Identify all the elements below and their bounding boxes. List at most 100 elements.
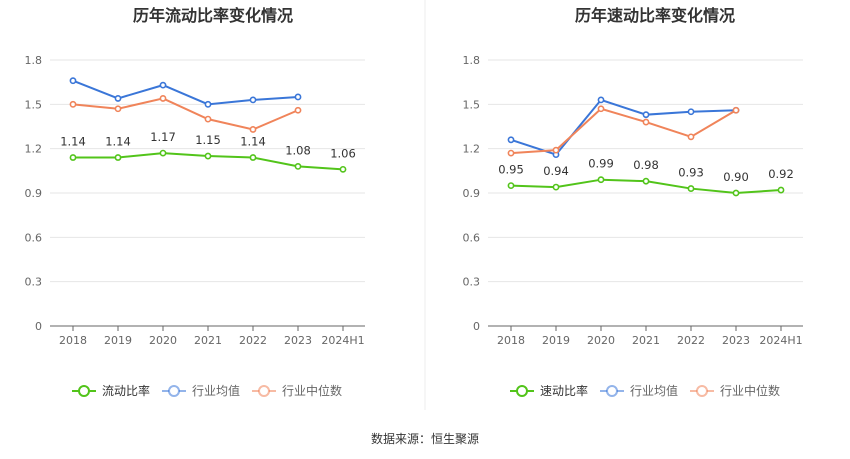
data-label: 1.08 xyxy=(285,143,311,157)
x-tick-label: 2023 xyxy=(284,334,312,347)
legend-item: 速动比率 xyxy=(510,383,588,398)
legend-marker xyxy=(516,385,528,397)
x-tick-label: 2024H1 xyxy=(321,334,364,347)
legend-marker xyxy=(606,385,618,397)
series-line-industry_median xyxy=(510,107,737,155)
data-label: 0.90 xyxy=(723,170,749,184)
data-point xyxy=(69,77,77,85)
data-point xyxy=(249,126,257,133)
x-tick-label: 2018 xyxy=(497,334,525,347)
data-point xyxy=(159,149,167,157)
data-label: 0.93 xyxy=(678,166,704,180)
data-point xyxy=(777,186,785,194)
y-tick-label: 0.6 xyxy=(25,231,43,244)
data-point xyxy=(114,154,122,161)
x-tick-label: 2022 xyxy=(677,334,705,347)
data-point xyxy=(159,81,167,89)
y-tick-label: 1.2 xyxy=(25,143,43,156)
data-label: 0.94 xyxy=(543,164,569,178)
data-point xyxy=(114,95,122,102)
current-ratio-chart: 历年流动比率变化情况 0 0.3 0.6 0.9 1.2 1.5 1.8 2018 2019 202… xyxy=(25,6,365,398)
x-tick-label: 2019 xyxy=(104,334,132,347)
data-point xyxy=(249,96,257,104)
data-point xyxy=(294,106,302,114)
data-point xyxy=(597,96,605,104)
data-label: 1.06 xyxy=(330,146,356,160)
data-point xyxy=(507,149,515,157)
x-tick-label: 2022 xyxy=(239,334,267,347)
y-tick-label: 1.2 xyxy=(463,143,481,156)
data-point xyxy=(159,95,167,102)
x-tick-label: 2020 xyxy=(587,334,615,347)
x-tick-label: 2018 xyxy=(59,334,87,347)
data-point xyxy=(552,183,560,191)
legend-label: 行业均值 xyxy=(192,383,240,398)
legend-label: 行业均值 xyxy=(630,383,678,398)
data-label: 1.14 xyxy=(105,135,131,149)
data-point xyxy=(687,185,695,192)
legend-label: 行业中位数 xyxy=(720,383,780,398)
legend-label: 行业中位数 xyxy=(282,383,342,398)
data-point xyxy=(642,177,650,185)
data-point xyxy=(687,133,695,141)
y-tick-label: 1.8 xyxy=(25,54,43,67)
y-tick-label: 0.6 xyxy=(463,231,481,244)
y-tick-label: 1.8 xyxy=(463,54,481,67)
y-tick-label: 0 xyxy=(35,320,42,333)
y-tick-label: 0.9 xyxy=(25,187,43,200)
x-tick-label: 2020 xyxy=(149,334,177,347)
data-point xyxy=(597,176,605,184)
data-label: 0.99 xyxy=(588,157,614,171)
x-tick-label: 2024H1 xyxy=(759,334,802,347)
data-label: 1.14 xyxy=(60,135,86,149)
legend-item: 行业均值 xyxy=(600,383,678,398)
y-tick-label: 0.3 xyxy=(463,276,481,289)
data-point xyxy=(732,106,740,114)
legend-marker xyxy=(258,385,270,397)
series-line-industry_median xyxy=(72,97,299,131)
data-label: 0.98 xyxy=(633,158,659,172)
data-point xyxy=(294,162,302,170)
legend-item: 行业中位数 xyxy=(690,383,780,398)
data-point xyxy=(114,105,122,113)
data-label: 1.15 xyxy=(195,133,221,147)
data-point xyxy=(642,118,650,126)
y-tick-label: 0.9 xyxy=(463,187,481,200)
data-point xyxy=(69,100,77,108)
legend-marker xyxy=(696,385,708,397)
data-label: 1.14 xyxy=(240,135,266,149)
y-tick-label: 1.5 xyxy=(463,98,481,111)
data-point xyxy=(687,108,695,116)
data-point xyxy=(507,136,515,144)
quick-ratio-chart: 历年速动比率变化情况 0 0.3 0.6 0.9 1.2 1.5 1.8 2018 2019 202… xyxy=(463,6,803,398)
legend-label: 流动比率 xyxy=(102,383,150,398)
legend-item: 行业中位数 xyxy=(252,383,342,398)
data-source: 数据来源：恒生聚源 xyxy=(371,431,479,446)
x-tick-label: 2021 xyxy=(632,334,660,347)
legend-label: 速动比率 xyxy=(540,383,588,398)
data-point xyxy=(597,105,605,113)
chart-title: 历年速动比率变化情况 xyxy=(575,6,735,25)
data-point xyxy=(69,154,77,161)
data-point xyxy=(507,182,515,190)
data-point xyxy=(204,100,212,108)
series-line-industry_avg xyxy=(510,98,737,156)
y-tick-label: 1.5 xyxy=(25,98,43,111)
data-point xyxy=(339,165,347,173)
data-point xyxy=(249,154,257,161)
data-point xyxy=(642,111,650,119)
data-label: 0.92 xyxy=(768,167,794,181)
y-tick-label: 0.3 xyxy=(25,276,43,289)
data-label: 1.17 xyxy=(150,130,176,144)
legend-item: 流动比率 xyxy=(72,383,150,398)
legend-marker xyxy=(168,385,180,397)
data-label: 0.95 xyxy=(498,163,524,177)
legend-marker xyxy=(78,385,90,397)
data-point xyxy=(294,93,302,101)
data-point xyxy=(732,189,740,197)
legend-item: 行业均值 xyxy=(162,383,240,398)
chart-title: 历年流动比率变化情况 xyxy=(133,6,293,25)
data-point xyxy=(204,115,212,123)
x-tick-label: 2021 xyxy=(194,334,222,347)
y-tick-label: 0 xyxy=(473,320,480,333)
